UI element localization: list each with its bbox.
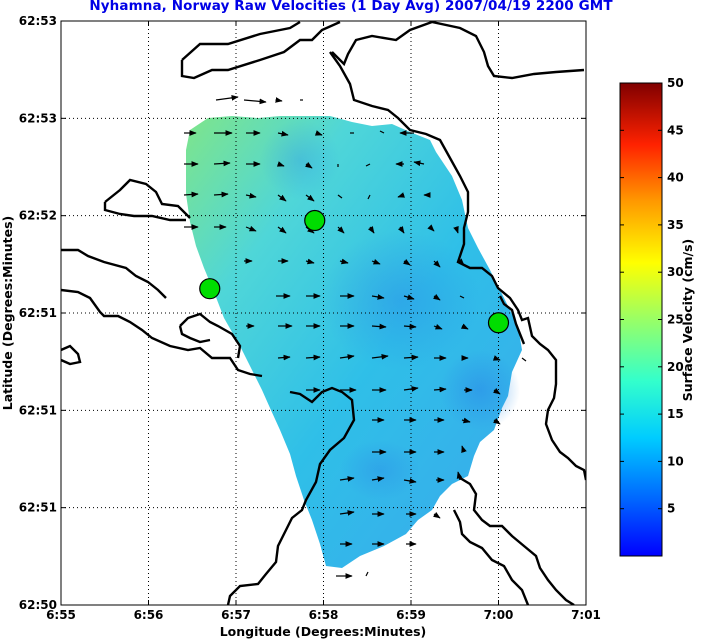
velocity-vector (314, 130, 323, 136)
y-tick-label: 62:50 (19, 598, 57, 612)
y-tick-label: 62:52 (19, 209, 57, 223)
velocity-vector (371, 259, 381, 265)
velocity-vector (367, 194, 371, 200)
velocity-vector (365, 163, 371, 167)
velocity-vector (492, 355, 501, 361)
velocity-vector (371, 294, 385, 300)
velocity-vector (457, 258, 465, 266)
x-tick-label: 6:59 (396, 608, 426, 622)
velocity-vector (339, 354, 355, 360)
colorbar-tick-label: 5 (667, 502, 675, 516)
velocity-vector (413, 160, 425, 167)
x-tick-label: 6:57 (221, 608, 251, 622)
velocity-vector (433, 260, 441, 268)
colorbar (619, 82, 663, 557)
velocity-vector (521, 357, 527, 362)
velocity-vector (277, 194, 287, 202)
colorbar-tick-label: 30 (667, 265, 684, 279)
coastline (61, 21, 586, 605)
colorbar-tick-label: 40 (667, 171, 684, 185)
velocity-vector (460, 323, 469, 330)
velocity-vector (371, 323, 387, 330)
y-tick-label: 62:53 (19, 111, 57, 125)
velocity-vector (427, 224, 435, 232)
velocity-vector (379, 130, 385, 134)
velocity-vector (305, 354, 321, 361)
velocity-vector (183, 191, 199, 198)
velocity-vector (213, 160, 231, 167)
velocity-vector (403, 386, 419, 392)
velocity-vector (305, 258, 315, 265)
station-marker (487, 312, 510, 334)
y-axis-label: Latitude (Degrees:Minutes) (0, 216, 15, 411)
x-tick-label: 6:58 (309, 608, 339, 622)
velocity-vector (275, 97, 283, 103)
station-markers (199, 209, 510, 334)
colorbar-tick-label: 20 (667, 360, 684, 374)
velocity-vector (339, 476, 355, 482)
velocity-vector (403, 354, 419, 361)
y-tick-label: 62:51 (19, 306, 57, 320)
velocity-vector (305, 194, 315, 202)
velocity-vector (403, 259, 411, 266)
y-tick-label: 62:53 (19, 14, 57, 28)
velocity-vector (433, 324, 443, 330)
colorbar-tick-label: 35 (667, 218, 684, 232)
colorbar-tick-label: 45 (667, 123, 684, 137)
x-tick-label: 6:55 (46, 608, 76, 622)
y-tick-label: 62:51 (19, 501, 57, 515)
velocity-vector (245, 192, 257, 199)
velocity-vector (339, 258, 349, 265)
velocity-vector (276, 161, 285, 167)
velocity-vector (215, 95, 239, 101)
velocity-vector (493, 388, 501, 395)
velocity-vector (433, 386, 447, 393)
x-tick-label: 7:01 (571, 608, 601, 622)
station-marker (199, 278, 221, 300)
velocity-vector (371, 476, 385, 482)
velocity-vector (305, 162, 313, 169)
velocity-vectors (183, 95, 527, 579)
velocity-vector (433, 294, 441, 301)
velocity-vector (371, 353, 389, 360)
colorbar-tick-label: 10 (667, 454, 684, 468)
velocity-vector (337, 194, 343, 199)
velocity-vector (433, 512, 441, 519)
velocity-vector (245, 225, 257, 232)
colorbar-label: Surface Velocity (cm/s) (680, 239, 695, 402)
y-tick-label: 62:51 (19, 403, 57, 417)
colorbar-tick-label: 25 (667, 313, 684, 327)
velocity-vector (337, 226, 345, 234)
colorbar-tick-label: 15 (667, 407, 684, 421)
x-tick-label: 6:56 (134, 608, 164, 622)
velocity-vector (461, 445, 467, 454)
velocity-vector (459, 295, 465, 299)
velocity-vector (403, 323, 417, 330)
velocity-vector (339, 510, 355, 516)
velocity-vector (213, 191, 229, 198)
velocity-vector (398, 226, 405, 234)
velocity-vector (243, 98, 267, 105)
velocity-vector (453, 225, 459, 234)
x-axis-label: Longitude (Degrees:Minutes) (220, 624, 427, 639)
velocity-vector (368, 226, 375, 234)
velocity-vector (397, 192, 406, 198)
velocity-vector (277, 226, 287, 234)
velocity-vector (493, 418, 501, 425)
velocity-vector (403, 294, 415, 300)
velocity-vector (365, 571, 369, 577)
chart-title: Nyhamna, Norway Raw Velocities (1 Day Av… (89, 0, 613, 14)
velocity-vector (277, 354, 291, 361)
velocity-vector (461, 417, 471, 424)
velocity-vector (403, 478, 417, 484)
station-marker (304, 209, 326, 232)
colorbar-tick-label: 50 (667, 76, 684, 90)
velocity-vector (456, 471, 463, 481)
velocity-vector (277, 130, 289, 137)
x-tick-label: 7:00 (484, 608, 514, 622)
